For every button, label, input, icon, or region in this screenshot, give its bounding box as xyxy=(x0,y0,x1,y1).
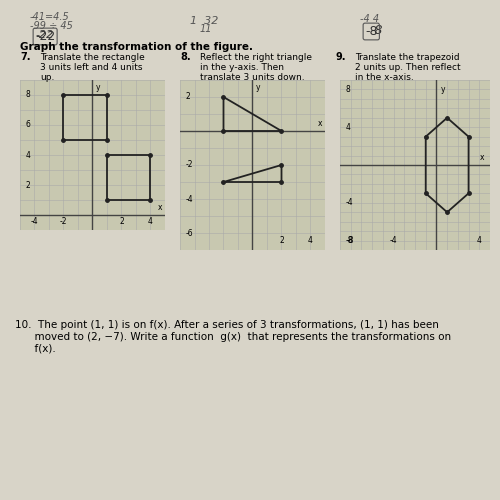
Text: -4: -4 xyxy=(186,194,194,203)
Text: 8: 8 xyxy=(26,90,30,100)
Bar xyxy=(107,155,150,200)
Text: 4: 4 xyxy=(26,150,30,160)
Bar xyxy=(64,95,107,140)
Text: -4: -4 xyxy=(346,198,354,207)
Text: -8: -8 xyxy=(370,24,382,37)
Text: 11: 11 xyxy=(200,24,212,34)
Text: Reflect the right triangle
in the y-axis. Then
translate 3 units down.: Reflect the right triangle in the y-axis… xyxy=(200,52,312,82)
Text: -22: -22 xyxy=(35,30,53,40)
Text: -2: -2 xyxy=(186,160,194,170)
Text: x: x xyxy=(480,154,484,162)
Text: 8.: 8. xyxy=(180,52,190,62)
Text: 4: 4 xyxy=(148,216,153,226)
Text: 4: 4 xyxy=(346,122,351,132)
Text: -22: -22 xyxy=(35,30,55,43)
Text: Translate the rectangle
3 units left and 4 units
up.: Translate the rectangle 3 units left and… xyxy=(40,52,145,82)
Text: Graph the transformation of the figure.: Graph the transformation of the figure. xyxy=(20,42,253,52)
Text: -8: -8 xyxy=(347,236,354,245)
Text: y: y xyxy=(256,84,260,92)
Text: y: y xyxy=(440,84,445,94)
Text: -8: -8 xyxy=(365,25,378,38)
Text: -8: -8 xyxy=(346,236,354,245)
Text: -41=4.5: -41=4.5 xyxy=(30,12,70,22)
Text: Translate the trapezoid
2 units up. Then reflect
in the x-axis.: Translate the trapezoid 2 units up. Then… xyxy=(355,52,461,82)
Text: x: x xyxy=(158,204,162,212)
Text: 8: 8 xyxy=(346,85,351,94)
Text: -2: -2 xyxy=(60,216,67,226)
Text: -6: -6 xyxy=(186,228,194,237)
Text: 1  32: 1 32 xyxy=(190,16,218,26)
Text: 2: 2 xyxy=(26,180,30,190)
Text: -4: -4 xyxy=(390,236,398,245)
Text: 6: 6 xyxy=(26,120,30,130)
Text: 10.  The point (1, 1) is on f(x). After a series of 3 transformations, (1, 1) ha: 10. The point (1, 1) is on f(x). After a… xyxy=(15,320,451,353)
Text: 9.: 9. xyxy=(335,52,345,62)
Text: 2: 2 xyxy=(279,236,284,245)
Text: -4: -4 xyxy=(30,216,38,226)
Text: 7.: 7. xyxy=(20,52,30,62)
Text: -4 4: -4 4 xyxy=(360,14,379,24)
Text: 4: 4 xyxy=(477,236,482,245)
Text: 2: 2 xyxy=(119,216,124,226)
Text: 2: 2 xyxy=(186,92,190,102)
Text: -99 ÷ 45: -99 ÷ 45 xyxy=(30,21,73,31)
Text: x: x xyxy=(318,119,322,128)
Text: 4: 4 xyxy=(308,236,313,245)
Text: y: y xyxy=(96,83,100,92)
